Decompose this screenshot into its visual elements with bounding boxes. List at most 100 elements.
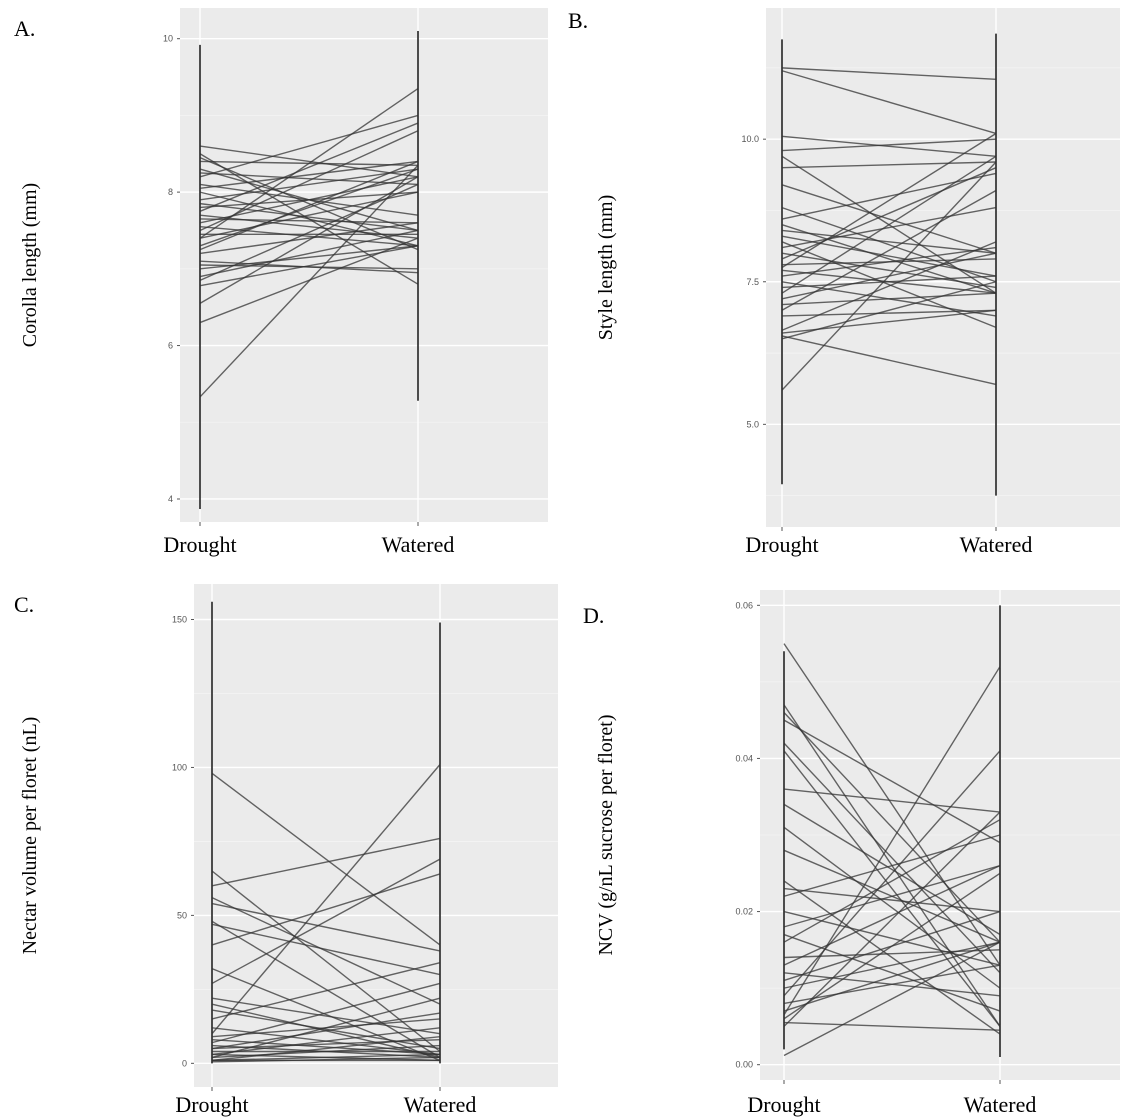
- y-tick-label: 6: [168, 341, 173, 351]
- paired-line: [783, 933, 1001, 1012]
- paired-line: [783, 880, 1001, 1035]
- paired-line: [211, 967, 441, 1062]
- paired-line: [781, 161, 997, 169]
- paired-line: [199, 145, 419, 178]
- paired-line: [781, 172, 997, 220]
- paired-line: [781, 132, 997, 269]
- paired-line: [783, 666, 1001, 1016]
- x-tick-label: Watered: [382, 532, 455, 557]
- paired-line: [783, 887, 1001, 913]
- paired-line: [199, 160, 419, 166]
- paired-line: [199, 160, 419, 189]
- paired-line: [199, 222, 419, 255]
- paired-line: [199, 164, 419, 398]
- y-tick-label: 50: [177, 910, 187, 920]
- paired-line: [211, 982, 441, 1044]
- y-tick-label: 5.0: [746, 419, 759, 429]
- panel-letter: B.: [568, 8, 588, 33]
- paired-line: [783, 803, 1001, 936]
- y-tick-label: 4: [168, 494, 173, 504]
- y-tick-label: 0.06: [735, 600, 753, 610]
- paired-line: [781, 70, 997, 135]
- y-tick-label: 100: [172, 762, 187, 772]
- y-tick-label: 0.04: [735, 753, 753, 763]
- x-tick-label: Watered: [960, 532, 1033, 557]
- paired-line: [783, 864, 1001, 966]
- y-tick-label: 0.02: [735, 907, 753, 917]
- paired-line: [211, 1053, 441, 1062]
- paired-line: [783, 719, 1001, 844]
- paired-line: [199, 225, 419, 247]
- paired-line: [781, 167, 997, 260]
- paired-line: [783, 819, 1001, 943]
- paired-line: [781, 155, 997, 294]
- y-tick-label: 10: [163, 34, 173, 44]
- paired-line: [781, 229, 997, 254]
- panel-2: 5.0 7.5 10.0 Drought Watered Style length (mm…: [568, 8, 1120, 557]
- paired-line: [781, 281, 997, 317]
- x-tick-label: Watered: [404, 1092, 477, 1117]
- x-tick-label: Drought: [163, 532, 236, 557]
- paired-line: [211, 764, 441, 1035]
- paired-line: [783, 941, 1001, 1057]
- y-tick-label: 0.00: [735, 1060, 753, 1070]
- paired-line: [211, 1012, 441, 1050]
- paired-line: [211, 1044, 441, 1059]
- paired-line: [199, 114, 419, 178]
- paired-line: [781, 189, 997, 311]
- y-tick-label: 0: [182, 1058, 187, 1068]
- panel-3: 0 50 100 150 Drought Watered Nectar volume per…: [14, 584, 558, 1117]
- paired-line: [211, 873, 441, 946]
- paired-line: [783, 750, 1001, 997]
- paired-line: [211, 997, 441, 1059]
- y-tick-label: 150: [172, 615, 187, 625]
- y-axis-label: Corolla length (mm): [19, 183, 41, 347]
- paired-line: [211, 1056, 441, 1063]
- paired-line: [199, 176, 419, 304]
- paired-line: [783, 811, 1001, 1027]
- x-tick-label: Drought: [745, 532, 818, 557]
- paired-line: [199, 260, 419, 274]
- paired-line: [199, 153, 419, 285]
- paired-line: [199, 168, 419, 232]
- paired-line: [783, 864, 1001, 928]
- paired-line: [781, 67, 997, 80]
- panel-background: [194, 584, 558, 1087]
- paired-line: [211, 1009, 441, 1050]
- paired-line: [211, 997, 441, 1035]
- paired-line: [211, 772, 441, 946]
- x-tick-label: Drought: [175, 1092, 248, 1117]
- paired-line: [211, 858, 441, 985]
- paired-line: [781, 206, 997, 283]
- paired-line: [783, 872, 1001, 1020]
- paired-line: [781, 135, 997, 157]
- paired-line: [199, 156, 419, 251]
- paired-line: [211, 920, 441, 1059]
- paired-line: [783, 742, 1001, 974]
- paired-line: [781, 138, 997, 152]
- paired-line: [199, 245, 419, 287]
- paired-line: [783, 941, 1001, 989]
- paired-line: [199, 122, 419, 212]
- paired-line: [211, 962, 441, 1020]
- paired-line: [781, 309, 997, 334]
- paired-line: [783, 750, 1001, 1027]
- paired-line: [783, 834, 1001, 897]
- paired-line: [211, 1036, 441, 1062]
- x-tick-label: Watered: [964, 1092, 1037, 1117]
- paired-line: [199, 229, 419, 278]
- paired-line: [211, 837, 441, 887]
- paired-line: [781, 184, 997, 254]
- panel-letter: A.: [14, 16, 35, 41]
- y-axis-label: Style length (mm): [595, 195, 617, 341]
- panel-background: [766, 8, 1120, 527]
- paired-line: [783, 643, 1001, 966]
- paired-line: [781, 252, 997, 300]
- paired-line: [783, 788, 1001, 813]
- paired-line: [783, 712, 1001, 943]
- paired-line: [199, 202, 419, 232]
- paired-line: [211, 897, 441, 1005]
- paired-line: [781, 258, 997, 266]
- panel-1: 4 6 8 10 Drought Watered Corolla length (mm) A.: [14, 8, 548, 557]
